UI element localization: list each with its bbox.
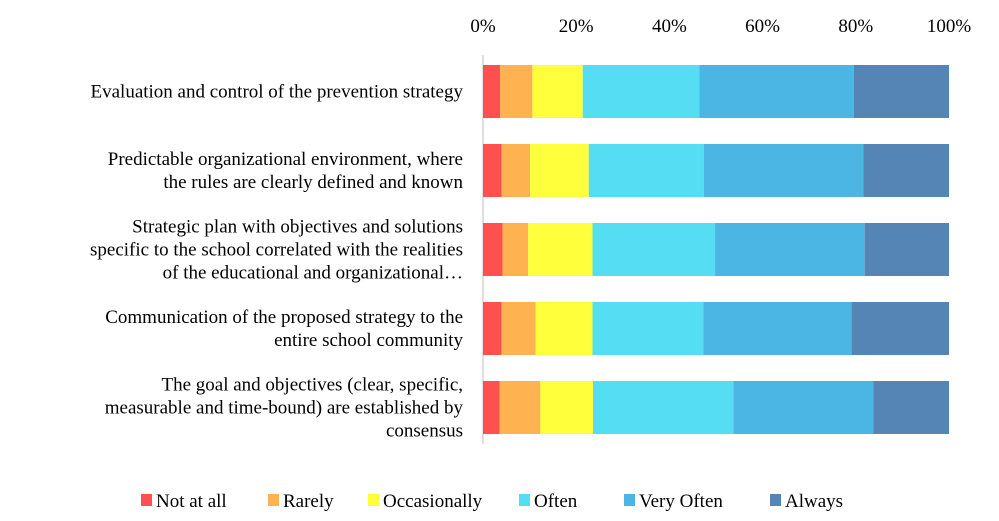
bar-segment-often	[588, 144, 704, 197]
bar-segment-occasionally	[540, 381, 593, 434]
bar-segment-rarely	[499, 381, 541, 434]
bar-segment-very-often	[703, 144, 864, 197]
bar-segment-very-often	[715, 223, 865, 276]
legend-swatch	[368, 494, 379, 506]
legend-label: Very Often	[639, 491, 723, 512]
x-tick-label: 60%	[745, 16, 780, 37]
legend-label: Not at all	[156, 491, 227, 512]
bar-segment-rarely	[501, 302, 536, 355]
legend-item-always: Always	[770, 491, 843, 512]
bar-segment-always	[851, 302, 949, 355]
bar-segment-very-often	[699, 65, 854, 118]
bar-segment-always	[863, 144, 949, 197]
bar-segment-occasionally	[535, 302, 593, 355]
category-label: The goal and objectives (clear, specific…	[105, 375, 464, 442]
legend-item-rarely: Rarely	[268, 491, 334, 512]
x-tick-label: 100%	[927, 16, 972, 37]
legend-swatch	[624, 494, 635, 506]
legend-swatch	[141, 494, 152, 506]
bar-segment-often	[592, 302, 704, 355]
bar-segment-always	[864, 223, 949, 276]
bar-segment-occasionally	[532, 65, 583, 118]
bar-segment-rarely	[501, 144, 531, 197]
category-label: Strategic plan with objectives and solut…	[90, 217, 463, 284]
bar-segment-often	[592, 223, 716, 276]
x-tick-label: 80%	[838, 16, 873, 37]
bar-segment-occasionally	[530, 144, 589, 197]
bar-segment-always	[853, 65, 949, 118]
legend-label: Rarely	[283, 491, 334, 512]
legend-swatch	[268, 494, 279, 506]
category-label: Communication of the proposed strategy t…	[105, 307, 463, 351]
x-tick-label: 20%	[559, 16, 594, 37]
bar-segment-occasionally	[528, 223, 593, 276]
x-tick-label: 40%	[652, 16, 687, 37]
legend-swatch	[519, 494, 530, 506]
bar-segment-rarely	[502, 223, 529, 276]
bar-segment-not-at-all	[483, 223, 503, 276]
category-label: Predictable organizational environment, …	[108, 149, 464, 193]
legend-label: Often	[534, 491, 578, 512]
legend-item-not-at-all: Not at all	[141, 491, 227, 512]
bar-segment-very-often	[733, 381, 874, 434]
legend-label: Always	[785, 491, 843, 512]
legend-item-very-often: Very Often	[624, 491, 723, 512]
bar-segment-often	[582, 65, 700, 118]
legend-swatch	[770, 494, 781, 506]
x-tick-label: 0%	[470, 16, 496, 37]
bar-segment-not-at-all	[483, 144, 502, 197]
bar-segment-very-often	[703, 302, 852, 355]
legend: Not at all Rarely Occasionally Often Very Of…	[141, 491, 843, 512]
bars	[483, 65, 949, 434]
category-label: Evaluation and control of the prevention…	[91, 82, 464, 103]
x-axis-ticks: 0% 20% 40% 60% 80% 100%	[470, 16, 971, 37]
bar-segment-rarely	[500, 65, 533, 118]
legend-item-occasionally: Occasionally	[368, 491, 483, 512]
bar-segment-not-at-all	[483, 65, 501, 118]
bar-segment-always	[873, 381, 949, 434]
legend-label: Occasionally	[383, 491, 483, 512]
legend-item-often: Often	[519, 491, 578, 512]
category-labels: Evaluation and control of the prevention…	[90, 82, 463, 442]
bar-segment-not-at-all	[483, 302, 502, 355]
bar-segment-often	[592, 381, 734, 434]
bar-segment-not-at-all	[483, 381, 500, 434]
